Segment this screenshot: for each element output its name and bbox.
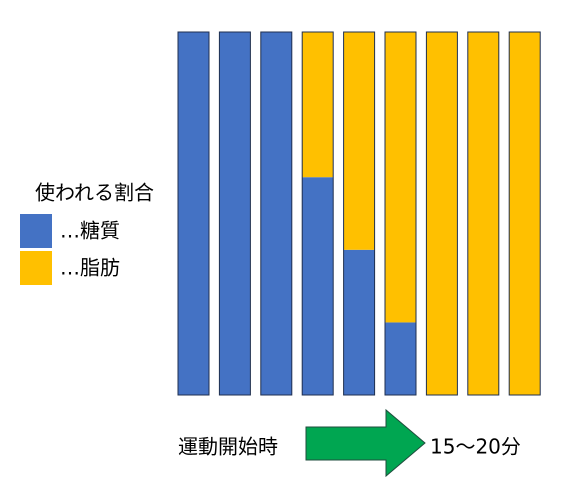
legend-swatch (20, 214, 52, 248)
bar-segment (385, 32, 416, 323)
bar-segment (343, 32, 375, 250)
bar-segment (219, 32, 251, 395)
bar-outline (508, 31, 541, 396)
bar-segment (302, 32, 334, 178)
bar-outline (260, 31, 293, 396)
bar-outline (301, 31, 334, 396)
start-label: 運動開始時 (178, 435, 278, 459)
bar-outline (384, 31, 417, 396)
legend-title: 使われる割合 (35, 181, 154, 205)
bar-segment (467, 32, 499, 395)
bar-outline (218, 31, 251, 396)
bar-segment (178, 32, 209, 395)
bar-outline (467, 31, 500, 396)
bar-segment (385, 322, 416, 395)
end-label: 15～20分 (430, 435, 521, 459)
bar-segment (260, 32, 292, 395)
arrow (305, 408, 426, 478)
legend-label: …脂肪 (60, 256, 120, 280)
bar-outline (177, 31, 210, 396)
legend-swatch (20, 251, 52, 285)
bar-segment (343, 249, 375, 395)
bar-segment (302, 177, 334, 395)
bar-outline (425, 31, 458, 396)
bar-segment (426, 32, 458, 395)
legend-label: …糖質 (60, 219, 120, 243)
bar-segment (509, 32, 541, 395)
bar-outline (343, 31, 376, 396)
